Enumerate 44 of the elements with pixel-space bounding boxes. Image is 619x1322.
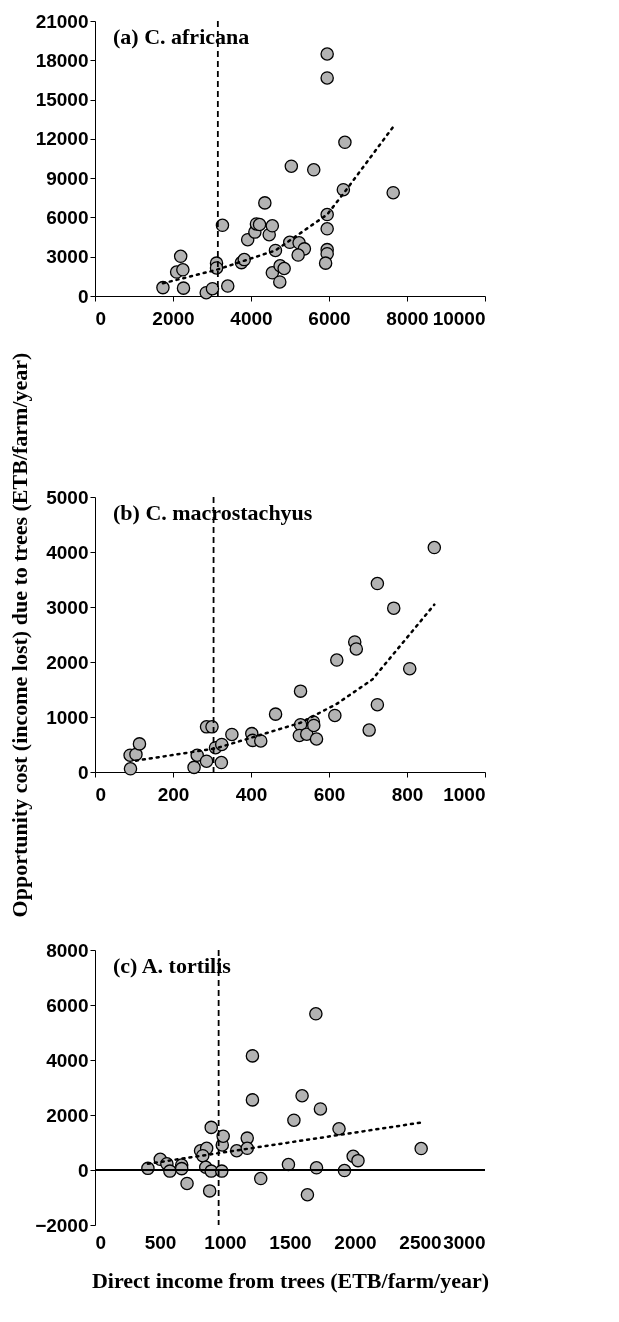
x-tick-label: 1000 bbox=[443, 783, 486, 805]
y-tick-label: 0 bbox=[77, 1159, 89, 1181]
x-tick-label: 6000 bbox=[308, 307, 351, 329]
chart-title: (c) A. tortilis bbox=[113, 953, 232, 978]
x-tick-label: 10000 bbox=[432, 307, 486, 329]
x-tick-label: 500 bbox=[144, 1231, 177, 1253]
x-axis-title: Direct income from trees (ETB/farm/year) bbox=[91, 1267, 490, 1293]
x-tick-label: 0 bbox=[95, 307, 107, 329]
y-tick-label: 2000 bbox=[46, 1104, 89, 1126]
y-tick-label: 2000 bbox=[46, 651, 89, 673]
y-axis-title: Opportunity cost (income lost) due to trees (ETB/farm/year) bbox=[7, 352, 33, 918]
y-tick-label: 1000 bbox=[46, 706, 89, 728]
chart-title: (b) C. macrostachyus bbox=[113, 500, 313, 525]
x-tick-label: 600 bbox=[313, 783, 346, 805]
x-tick-label: 200 bbox=[157, 783, 190, 805]
x-tick-label: 3000 bbox=[443, 1231, 486, 1253]
y-tick-label: 12000 bbox=[35, 128, 89, 150]
x-tick-label: 0 bbox=[95, 783, 107, 805]
x-tick-label: 400 bbox=[235, 783, 268, 805]
y-tick-label: 21000 bbox=[35, 10, 89, 32]
y-tick-label: 18000 bbox=[35, 49, 89, 71]
y-tick-label: 0 bbox=[77, 285, 89, 307]
x-tick-label: 2000 bbox=[334, 1231, 377, 1253]
x-tick-label: 1500 bbox=[269, 1231, 312, 1253]
y-tick-label: 15000 bbox=[35, 89, 89, 111]
y-tick-label: 9000 bbox=[46, 167, 89, 189]
chart-title: (a) C. africana bbox=[113, 24, 250, 49]
x-tick-label: 2500 bbox=[399, 1231, 442, 1253]
y-tick-label: 4000 bbox=[46, 1049, 89, 1071]
y-tick-label: 6000 bbox=[46, 994, 89, 1016]
x-tick-label: 800 bbox=[391, 783, 424, 805]
y-tick-label: 6000 bbox=[46, 206, 89, 228]
x-tick-label: 8000 bbox=[386, 307, 429, 329]
y-tick-label: 5000 bbox=[46, 486, 89, 508]
y-tick-label: 4000 bbox=[46, 541, 89, 563]
x-tick-label: 4000 bbox=[230, 307, 273, 329]
y-tick-label: −2000 bbox=[35, 1214, 89, 1236]
x-tick-label: 2000 bbox=[152, 307, 195, 329]
y-tick-label: 0 bbox=[77, 761, 89, 783]
y-tick-label: 8000 bbox=[46, 939, 89, 961]
y-tick-label: 3000 bbox=[46, 596, 89, 618]
x-tick-label: 0 bbox=[95, 1231, 107, 1253]
x-tick-label: 1000 bbox=[204, 1231, 247, 1253]
y-tick-label: 3000 bbox=[46, 246, 89, 268]
